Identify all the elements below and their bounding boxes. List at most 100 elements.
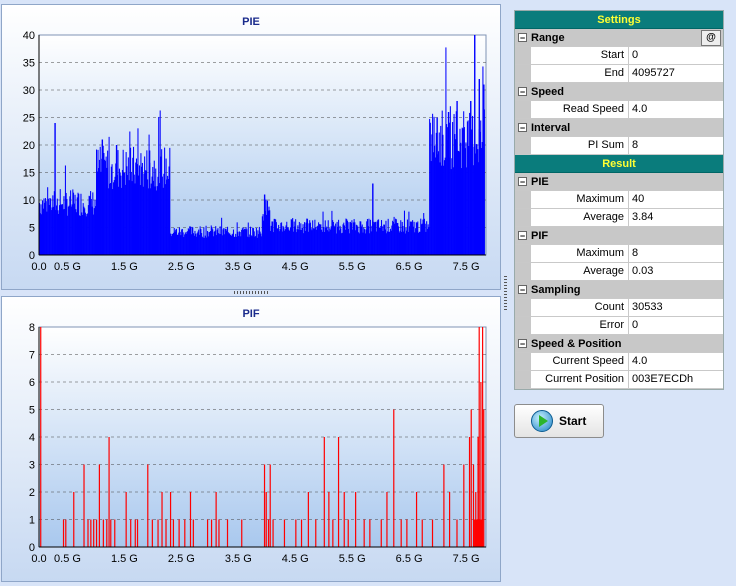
bar (403, 210, 405, 255)
bar (96, 171, 98, 255)
category-pie[interactable]: − PIE (515, 173, 723, 191)
bar (161, 176, 163, 255)
category-interval[interactable]: − Interval (515, 119, 723, 137)
bar (151, 176, 153, 255)
bar (355, 230, 357, 255)
bar (50, 210, 52, 255)
category-speed[interactable]: − Speed (515, 83, 723, 101)
bar (470, 409, 472, 547)
bar (125, 492, 127, 547)
collapse-icon[interactable]: − (518, 339, 527, 349)
bar (103, 153, 105, 255)
bar (422, 219, 424, 255)
bar (232, 233, 234, 255)
collapse-icon[interactable]: − (518, 231, 527, 241)
bar (365, 229, 367, 255)
bar (229, 234, 232, 255)
bar (83, 464, 85, 547)
bar (323, 437, 325, 547)
bar (342, 224, 344, 255)
bar (348, 222, 350, 255)
bar (312, 220, 314, 255)
bar (67, 215, 69, 255)
bar (249, 234, 251, 255)
chart-title: PIE (242, 16, 260, 28)
bar (480, 382, 482, 547)
y-tick-label: 25 (23, 113, 35, 125)
bar (176, 234, 178, 255)
pi-sum-value[interactable]: 8 (632, 139, 639, 151)
bar (121, 187, 123, 255)
bar (326, 226, 328, 255)
collapse-icon[interactable]: − (518, 33, 527, 43)
end-value[interactable]: 4095727 (632, 67, 675, 79)
bar (313, 228, 315, 255)
property-label: Start (531, 47, 629, 64)
read-speed-value[interactable]: 4.0 (632, 103, 648, 115)
bar (364, 233, 366, 255)
x-tick-label: 7.5 G (453, 553, 480, 565)
bar (210, 519, 213, 547)
collapse-icon[interactable]: − (518, 123, 527, 133)
horizontal-splitter[interactable] (1, 290, 501, 296)
bar (245, 227, 247, 255)
vertical-splitter[interactable] (501, 0, 511, 586)
bar (266, 200, 269, 255)
bar (105, 156, 107, 255)
bar (180, 235, 182, 255)
bar (445, 47, 447, 255)
bar (173, 227, 175, 255)
bar (114, 519, 116, 547)
bar (333, 225, 335, 255)
bar (227, 226, 229, 255)
bar (432, 152, 434, 255)
bar (87, 213, 89, 255)
at-button[interactable]: @ (701, 30, 721, 46)
collapse-icon[interactable]: − (518, 87, 527, 97)
peak-bar (474, 35, 476, 255)
bar (204, 235, 206, 255)
bar (121, 169, 123, 255)
bar (440, 165, 442, 255)
bar (285, 225, 287, 255)
bar (73, 492, 75, 547)
bar (320, 224, 322, 255)
bar (466, 121, 468, 256)
category-range[interactable]: − Range @ (515, 29, 723, 47)
bar (431, 519, 434, 547)
bar (425, 231, 427, 255)
bar (295, 219, 297, 255)
bar (241, 229, 243, 255)
y-tick-label: 1 (29, 515, 35, 527)
category-pif[interactable]: − PIF (515, 227, 723, 245)
bar (282, 225, 284, 255)
category-sampling[interactable]: − Sampling (515, 281, 723, 299)
y-tick-label: 10 (23, 195, 35, 207)
bar (368, 218, 370, 255)
bar (297, 225, 299, 255)
bar (224, 234, 226, 255)
bar (251, 236, 253, 255)
start-button[interactable]: Start (514, 404, 604, 438)
bar (140, 153, 142, 255)
bar (480, 120, 482, 255)
bar (133, 146, 135, 255)
category-speed-position[interactable]: − Speed & Position (515, 335, 723, 353)
bar (106, 167, 108, 255)
start-value[interactable]: 0 (632, 49, 639, 61)
bar (113, 182, 115, 255)
bar (355, 492, 357, 547)
settings-header: Settings (515, 11, 723, 29)
bar (218, 234, 220, 255)
bar (325, 227, 327, 255)
bar (323, 232, 326, 255)
bar (39, 213, 41, 255)
bar (406, 219, 408, 255)
bar (461, 127, 463, 255)
property-label: Average (531, 263, 629, 280)
bar (98, 159, 101, 255)
collapse-icon[interactable]: − (518, 285, 527, 295)
bar (386, 231, 388, 255)
bar (59, 189, 61, 255)
collapse-icon[interactable]: − (518, 177, 527, 187)
